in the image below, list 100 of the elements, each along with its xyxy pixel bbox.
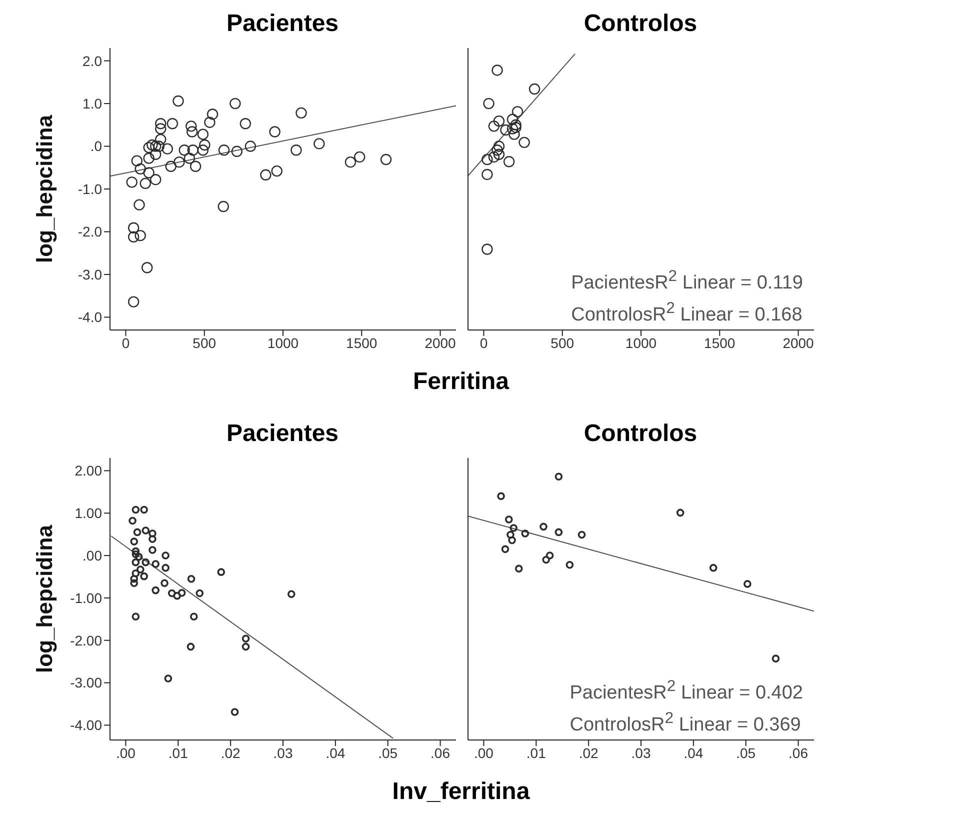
point [314, 138, 325, 150]
point [676, 508, 684, 517]
point [566, 560, 574, 569]
point [242, 642, 250, 651]
y-tick-label: 2.00 [74, 462, 102, 479]
point [134, 163, 146, 175]
point [178, 588, 186, 597]
point [166, 118, 178, 130]
point [142, 558, 150, 566]
x-tick-label: .05 [378, 744, 398, 761]
point [172, 95, 184, 107]
y-tick-label: -2.0 [78, 224, 102, 240]
point [132, 612, 140, 620]
point [230, 98, 241, 110]
point [162, 143, 174, 154]
x-tick-label: 2000 [782, 334, 814, 351]
x-tick-label: .06 [788, 744, 808, 761]
point [168, 589, 176, 598]
point [506, 114, 518, 125]
point [150, 140, 162, 152]
x-tick-label: 2000 [424, 334, 456, 351]
point [132, 547, 140, 556]
y-tick-label: .0 [90, 138, 102, 154]
point [132, 569, 140, 578]
x-tick-label: .04 [326, 744, 346, 761]
point [140, 506, 148, 514]
point [126, 176, 138, 188]
point [184, 152, 196, 164]
point [165, 160, 176, 172]
point [146, 139, 158, 151]
point [197, 128, 209, 140]
point [218, 144, 230, 156]
point [190, 160, 202, 172]
point [493, 140, 505, 152]
point [128, 516, 136, 525]
y-tick-label: -2.00 [70, 632, 102, 648]
annotation: PacientesR$^{2}$ Linear = 0.119 [571, 267, 803, 296]
y-tick-label: 1.00 [74, 505, 102, 522]
point [744, 580, 752, 588]
point [488, 151, 500, 163]
point [173, 592, 182, 600]
point [354, 151, 366, 163]
point [512, 106, 524, 118]
point [772, 654, 780, 662]
point [492, 144, 503, 156]
x-tick-label: .05 [736, 744, 756, 761]
point [482, 168, 493, 180]
point [142, 262, 153, 274]
point [504, 516, 513, 524]
point [521, 530, 530, 538]
point [287, 590, 296, 598]
x-tick-label: 1000 [267, 334, 299, 351]
x-tick-label: .04 [684, 744, 704, 761]
point [134, 230, 146, 242]
point [518, 136, 530, 148]
x-tick-label: 1500 [346, 334, 378, 351]
point [140, 572, 148, 580]
y-axis-title: log_hepcidina [32, 114, 57, 263]
point [510, 524, 518, 532]
y-tick-label: -3.0 [78, 266, 102, 282]
point [380, 154, 392, 166]
point [482, 244, 493, 255]
point [134, 552, 143, 561]
x-tick-label: .03 [273, 744, 293, 761]
point [128, 222, 140, 234]
point [503, 156, 515, 168]
point [143, 142, 154, 154]
point [143, 167, 154, 178]
point [217, 568, 226, 576]
x-tick-label: .06 [430, 744, 450, 761]
point [186, 120, 197, 132]
point [155, 118, 166, 130]
point [242, 634, 250, 643]
point [128, 296, 140, 308]
x-tick-label: 0 [480, 334, 488, 351]
annotation: ControlosR$^{2}$ Linear = 0.168 [571, 299, 803, 328]
point [206, 108, 218, 120]
point [155, 123, 166, 134]
point [230, 708, 239, 716]
point [244, 140, 256, 152]
point [290, 144, 302, 156]
annotation: PacientesR$^{2}$ Linear = 0.402 [570, 677, 803, 706]
point [148, 546, 156, 554]
chart-title: Controlos [582, 10, 698, 38]
point [187, 574, 196, 583]
x-axis-title: Ferritina [412, 368, 510, 396]
chart-title: Controlos [582, 420, 698, 448]
point [150, 174, 162, 186]
point [508, 536, 516, 544]
point [162, 552, 170, 560]
chart-title: Pacientes [225, 420, 340, 448]
point [500, 124, 512, 136]
point [186, 126, 198, 138]
point [554, 528, 563, 536]
x-tick-label: .02 [578, 744, 599, 761]
point [218, 200, 229, 212]
point [153, 140, 165, 152]
x-tick-label: .00 [474, 744, 494, 761]
point [540, 522, 548, 531]
point [150, 148, 162, 160]
